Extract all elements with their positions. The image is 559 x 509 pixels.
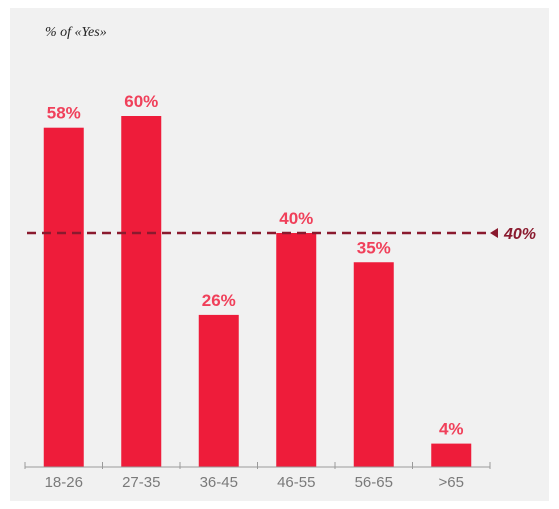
x-tick-label-18-26: 18-26: [45, 474, 83, 491]
y-axis-title: % of «Yes»: [45, 25, 107, 40]
value-labels-layer: 58% 60% 26% 40% 35% 4%: [47, 92, 464, 439]
x-axis: 18-26 27-35 36-45 46-55 56-65 >65: [24, 462, 491, 491]
bar-56-65: [353, 262, 394, 467]
bar-27-35: [121, 116, 162, 467]
bars-layer: [43, 116, 472, 467]
value-label-46-55: 40%: [279, 209, 313, 228]
reference-line-label: 40%: [503, 226, 536, 243]
x-tick-label-56-65: 56-65: [355, 474, 393, 491]
bar->65: [431, 443, 472, 467]
reference-line-layer: 40%: [27, 226, 536, 243]
bar-36-45: [198, 314, 239, 467]
bar-18-26: [43, 127, 84, 467]
x-tick-label-46-55: 46-55: [277, 474, 315, 491]
value-label-18-26: 58%: [47, 104, 81, 123]
x-tick-label->65: >65: [439, 474, 464, 491]
value-label-56-65: 35%: [357, 238, 391, 257]
x-tick-label-27-35: 27-35: [122, 474, 160, 491]
x-tick-label-36-45: 36-45: [200, 474, 238, 491]
value-label->65: 4%: [439, 420, 464, 439]
bar-46-55: [276, 233, 317, 467]
value-label-27-35: 60%: [124, 92, 158, 111]
reference-arrow-icon: [490, 228, 498, 238]
value-label-36-45: 26%: [202, 291, 236, 310]
